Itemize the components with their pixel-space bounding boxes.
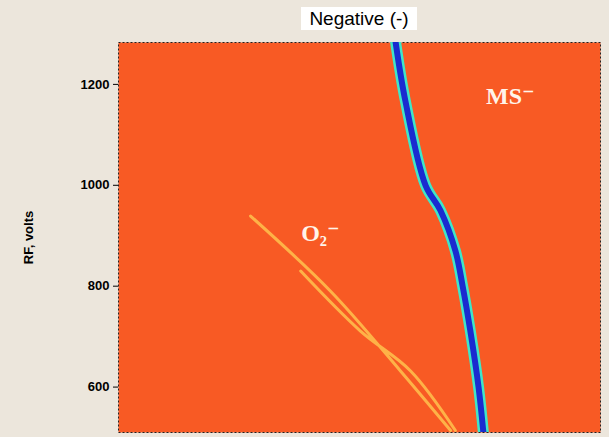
svg-text:O₂⁻: O₂⁻ — [301, 220, 340, 246]
svg-text:800: 800 — [88, 278, 110, 293]
svg-text:600: 600 — [88, 379, 110, 394]
html-text:Negative (-): Negative (-) — [309, 8, 409, 29]
svg-text:1000: 1000 — [81, 177, 110, 192]
svg-text:1200: 1200 — [81, 77, 110, 92]
svg-text:RF, volts: RF, volts — [21, 211, 36, 264]
svg-text:MS⁻: MS⁻ — [486, 83, 535, 109]
